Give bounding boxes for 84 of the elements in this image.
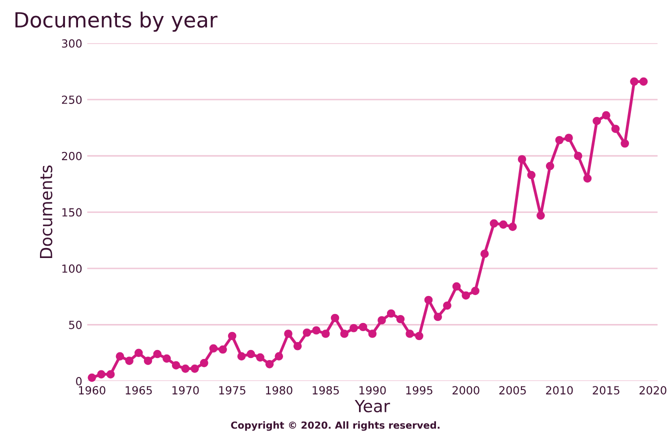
y-tick-label: 250 (62, 96, 82, 104)
point (181, 364, 190, 373)
point (611, 124, 620, 134)
point (406, 330, 414, 338)
point (134, 348, 143, 358)
point (378, 316, 386, 324)
y-axis-title: Documents (40, 165, 52, 258)
y-tick-label: 300 (62, 39, 82, 48)
point (246, 350, 256, 358)
point (218, 345, 227, 354)
point (256, 353, 264, 362)
point (630, 77, 638, 86)
point (508, 222, 517, 231)
point (237, 352, 246, 360)
x-tick-label: 1990 (359, 386, 386, 394)
point (499, 220, 508, 229)
x-tick-label: 1960 (78, 386, 106, 394)
point (480, 250, 489, 258)
point (321, 330, 330, 338)
point (443, 301, 452, 310)
point (265, 360, 274, 368)
point (125, 356, 134, 365)
point (546, 162, 554, 170)
point (284, 330, 292, 338)
x-tick-label: 1970 (172, 386, 199, 394)
point (312, 326, 320, 335)
point (350, 324, 358, 332)
x-tick-label: 1980 (266, 386, 292, 394)
x-tick-label: 1965 (126, 386, 152, 394)
point (518, 155, 526, 164)
chart-title: Documents by year (15, 12, 218, 32)
point (172, 361, 180, 370)
point (97, 370, 106, 378)
point (462, 291, 470, 300)
y-tick-label: 200 (62, 152, 82, 160)
point (162, 354, 171, 363)
point (302, 328, 312, 337)
y-tick-label: 50 (69, 320, 82, 330)
point (200, 358, 208, 368)
point (471, 286, 480, 296)
point (434, 312, 442, 322)
point (153, 350, 162, 358)
x-tick-label: 2005 (499, 386, 526, 394)
point (368, 330, 377, 338)
y-tick-label: 100 (62, 264, 82, 273)
y-tick-label: 0 (76, 377, 82, 386)
point (144, 356, 152, 365)
x-axis-title: Year (354, 400, 390, 412)
point (536, 211, 545, 220)
point (209, 344, 218, 353)
point (592, 116, 601, 126)
point (274, 352, 284, 360)
point (358, 322, 368, 332)
x-tick-label: 1995 (406, 386, 432, 394)
x-tick-label: 2000 (452, 386, 480, 394)
x-tick-label: 1985 (312, 386, 339, 394)
point (340, 330, 349, 338)
point (293, 342, 302, 350)
point (583, 174, 592, 183)
point (386, 309, 396, 318)
point (620, 139, 630, 148)
point (602, 111, 610, 120)
point (452, 282, 461, 291)
point (88, 373, 96, 382)
point (564, 134, 573, 142)
point (116, 352, 124, 360)
x-tick-label: 1975 (219, 386, 246, 394)
point (424, 296, 433, 304)
point (228, 332, 236, 340)
point (190, 364, 199, 373)
x-tick-label: 2020 (640, 386, 666, 394)
point (396, 314, 405, 324)
x-tick-label: 2010 (546, 386, 573, 394)
text: Copyright © 2020. All rights reserved. (231, 421, 440, 431)
point (106, 370, 115, 378)
x-tick-label: 2015 (592, 386, 620, 394)
point (330, 314, 340, 322)
point (555, 136, 564, 144)
point (490, 219, 498, 228)
point (639, 77, 648, 86)
y-tick-label: 150 (62, 208, 82, 217)
point (414, 332, 424, 340)
point (574, 152, 582, 160)
point (527, 170, 536, 180)
